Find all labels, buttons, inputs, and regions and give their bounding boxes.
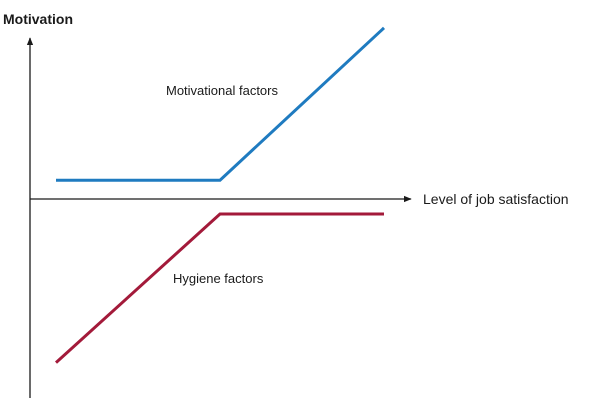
y-axis-title: Motivation: [3, 11, 73, 27]
annotation-hygiene-factors: Hygiene factors: [173, 271, 264, 286]
x-axis-title: Level of job satisfaction: [423, 191, 569, 207]
series-line-motivational-factors: [56, 26, 386, 182]
series-line-hygiene-factors: [54, 212, 384, 364]
annotation-motivational-factors: Motivational factors: [166, 83, 278, 98]
